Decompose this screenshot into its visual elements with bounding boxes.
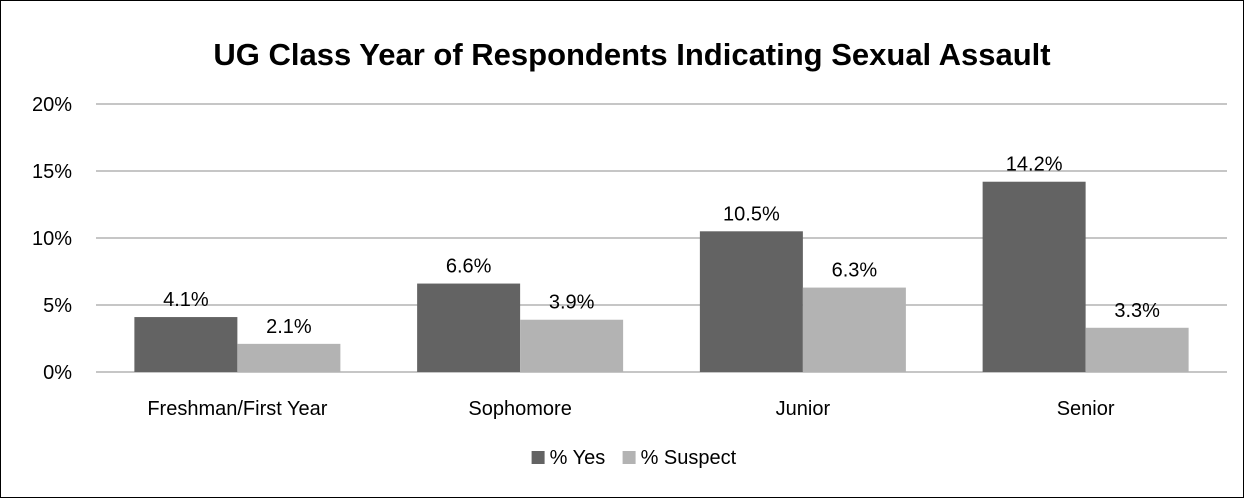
bar-yes [982,181,1086,372]
bar-yes [417,283,521,372]
y-tick-label: 20% [32,94,72,116]
data-label: 2.1% [266,316,312,338]
y-tick-label: 15% [32,161,72,183]
y-tick-label: 0% [43,362,72,384]
chart-title: UG Class Year of Respondents Indicating … [213,37,1050,72]
category-label: Senior [1057,398,1115,420]
category-label: Junior [776,398,831,420]
category-label: Freshman/First Year [147,398,327,420]
legend: % Yes % Suspect [531,447,737,469]
bar-suspect [237,343,341,372]
data-label: 3.3% [1114,300,1160,322]
legend-swatch [622,451,636,464]
bar-yes [699,231,803,372]
legend-label: % Yes [550,447,606,469]
x-axis-categories: Freshman/First Year Sophomore Junior Senior [147,398,1115,420]
data-labels: 4.1% 2.1% 6.6% 3.9% 10.5% 6.3% 14.2% 3.3% [163,154,1160,338]
category-label: Sophomore [468,398,571,420]
legend-swatch [531,451,545,464]
y-tick-label: 10% [32,228,72,250]
data-label: 4.1% [163,289,209,311]
bar-suspect [520,319,624,372]
y-axis-ticks: 0% 5% 10% 15% 20% [32,94,72,384]
legend-label: % Suspect [641,447,737,469]
bar-yes [134,317,238,372]
data-label: 10.5% [723,203,780,225]
data-label: 3.9% [549,292,595,314]
y-tick-label: 5% [43,295,72,317]
bar-suspect [802,287,906,372]
bars [134,181,1189,372]
bar-suspect [1085,327,1189,372]
data-label: 6.6% [446,256,492,278]
data-label: 14.2% [1006,154,1063,176]
data-label: 6.3% [832,260,878,282]
